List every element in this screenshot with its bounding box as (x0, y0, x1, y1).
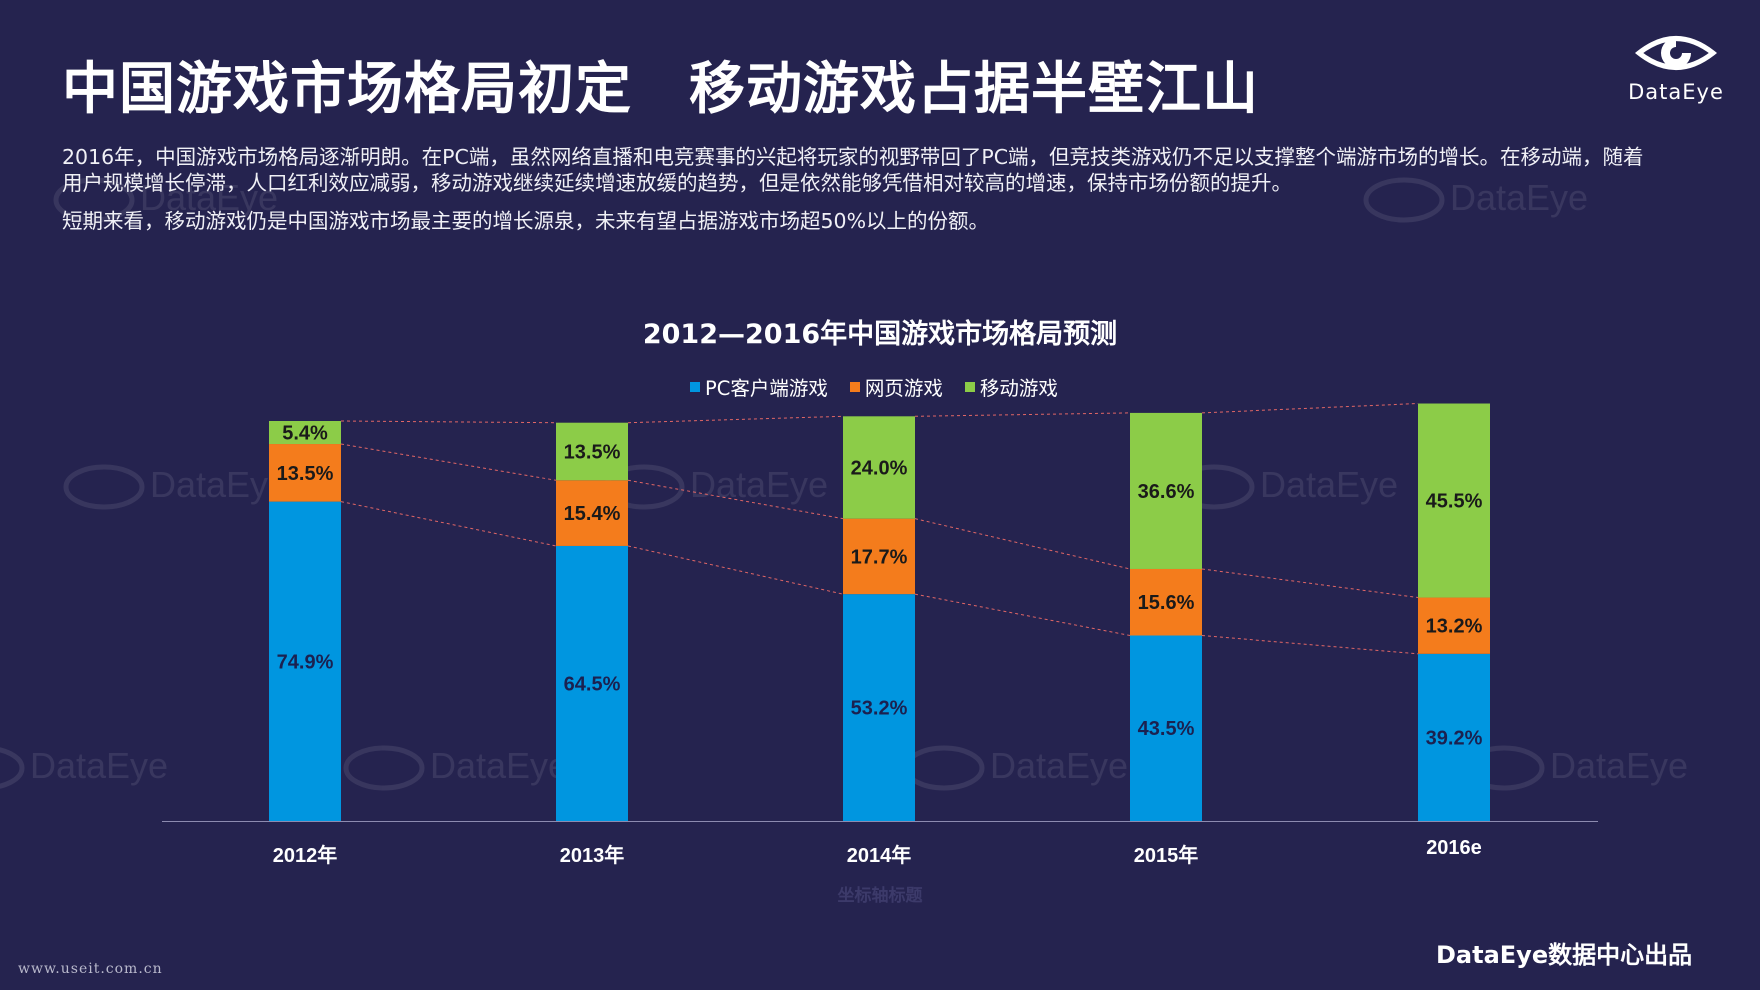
watermark-4: DataEye (1173, 464, 1398, 510)
legend-swatch-web (849, 381, 860, 392)
trend-line-2-0 (340, 420, 557, 424)
watermark-text: DataEye (1260, 464, 1398, 505)
x-tick-label-4: 2016e (1426, 837, 1482, 859)
bar-pc-2 (843, 594, 915, 821)
data-label-pc-3: 43.5% (1138, 718, 1195, 740)
trend-line-2-1 (627, 415, 844, 424)
data-label-mobile-2: 24.0% (851, 457, 908, 479)
data-label-pc-1: 64.5% (564, 673, 621, 695)
bar-web-4 (1418, 597, 1490, 654)
data-label-pc-0: 74.9% (277, 651, 334, 673)
trend-line-2-2 (914, 412, 1131, 417)
bar-web-0 (269, 444, 341, 502)
bar-pc-4 (1418, 653, 1490, 821)
watermark-6: DataEye (343, 745, 568, 791)
trend-line-1-2 (914, 518, 1131, 570)
bar-web-3 (1130, 568, 1202, 636)
data-label-pc-2: 53.2% (851, 698, 908, 720)
legend-item-mobile: 移动游戏 (964, 372, 1058, 401)
trend-line-0-0 (340, 501, 557, 547)
watermark-eye-icon (63, 464, 145, 510)
watermark-text: DataEye (150, 464, 288, 505)
bar-mobile-2 (843, 416, 915, 519)
legend-label-web: 网页游戏 (864, 377, 943, 400)
chart-title: 2012—2016年中国游戏市场格局预测 (642, 319, 1118, 350)
watermark-eye-icon (1363, 177, 1445, 223)
data-label-pc-4: 39.2% (1426, 727, 1483, 749)
bar-pc-3 (1130, 635, 1202, 821)
data-label-web-4: 13.2% (1426, 616, 1483, 638)
chart-legend: PC客户端游戏 网页游戏 移动游戏 (690, 372, 1058, 401)
watermark-text: DataEye (30, 745, 168, 786)
trend-line-1-1 (627, 479, 844, 520)
bar-pc-0 (269, 501, 341, 821)
watermark-eye-icon (53, 177, 135, 223)
watermark-text: DataEye (140, 177, 278, 218)
watermark-5: DataEye (0, 745, 168, 789)
watermark-text: DataEye (430, 745, 568, 786)
legend-label-mobile: 移动游戏 (979, 377, 1058, 400)
legend-item-web: 网页游戏 (849, 372, 943, 401)
bar-mobile-0 (269, 421, 341, 445)
data-label-mobile-4: 45.5% (1426, 491, 1483, 513)
data-label-web-1: 15.4% (564, 503, 621, 525)
intro-paragraph-1: 2016年，中国游戏市场格局逐渐明朗。在PC端，虽然网络直播和电竞赛事的兴起将玩… (62, 145, 1644, 195)
watermark-2: DataEye (63, 464, 288, 510)
logo-text: DataEye (1628, 80, 1724, 104)
watermark-text: DataEye (1450, 177, 1588, 218)
watermark-1: DataEye (1363, 177, 1588, 223)
x-tick-label-2: 2014年 (847, 843, 912, 867)
data-label-web-0: 13.5% (277, 463, 334, 485)
trend-line-1-3 (1201, 568, 1419, 599)
watermark-text: DataEye (990, 745, 1128, 786)
trend-line-2-3 (1201, 403, 1419, 414)
intro-text: 2016年，中国游戏市场格局逐渐明朗。在PC端，虽然网络直播和电竞赛事的兴起将玩… (62, 144, 1662, 234)
watermark-0: DataEye (53, 177, 278, 223)
brand-logo: DataEye (1620, 28, 1732, 104)
legend-item-pc: PC客户端游戏 (690, 372, 828, 401)
watermark-eye-icon (343, 745, 425, 791)
trend-line-0-3 (1201, 635, 1419, 655)
data-label-web-3: 15.6% (1138, 592, 1195, 614)
watermark-text: DataEye (690, 464, 828, 505)
x-tick-label-0: 2012年 (273, 843, 338, 867)
data-label-mobile-3: 36.6% (1138, 481, 1195, 503)
legend-label-pc: PC客户端游戏 (705, 377, 828, 400)
intro-paragraph-2: 短期来看，移动游戏仍是中国游戏市场最主要的增长源泉，未来有望占据游戏市场超50%… (62, 209, 990, 233)
watermark-eye-icon (0, 747, 25, 789)
source-url: www.useit.com.cn (18, 961, 163, 977)
x-tick-label-1: 2013年 (560, 843, 625, 867)
watermark-3: DataEye (603, 464, 828, 510)
trend-line-0-1 (627, 545, 844, 595)
data-label-mobile-0: 5.4% (282, 423, 328, 445)
trend-line-1-0 (340, 443, 557, 481)
watermark-text: DataEye (1550, 745, 1688, 786)
credit-text: DataEye数据中心出品 (1436, 941, 1693, 969)
bar-mobile-3 (1130, 412, 1202, 569)
page-title: 中国游戏市场格局初定 移动游戏占据半壁江山 (62, 57, 1259, 122)
legend-swatch-pc (690, 381, 700, 392)
eye-logo-icon (1634, 36, 1718, 70)
bar-web-1 (556, 480, 628, 546)
watermark-8: DataEye (1463, 745, 1688, 791)
bar-mobile-1 (556, 422, 628, 481)
x-axis-title: 坐标轴标题 (838, 885, 924, 905)
bar-pc-1 (556, 545, 628, 821)
data-label-mobile-1: 13.5% (564, 441, 621, 463)
bar-mobile-4 (1418, 403, 1490, 598)
trend-line-0-2 (914, 593, 1131, 636)
legend-swatch-mobile (964, 381, 975, 392)
watermark-7: DataEye (903, 745, 1128, 791)
watermark-eye-icon (903, 745, 985, 791)
data-label-web-2: 17.7% (851, 546, 908, 568)
x-tick-label-3: 2015年 (1134, 843, 1199, 867)
bar-web-2 (843, 518, 915, 595)
